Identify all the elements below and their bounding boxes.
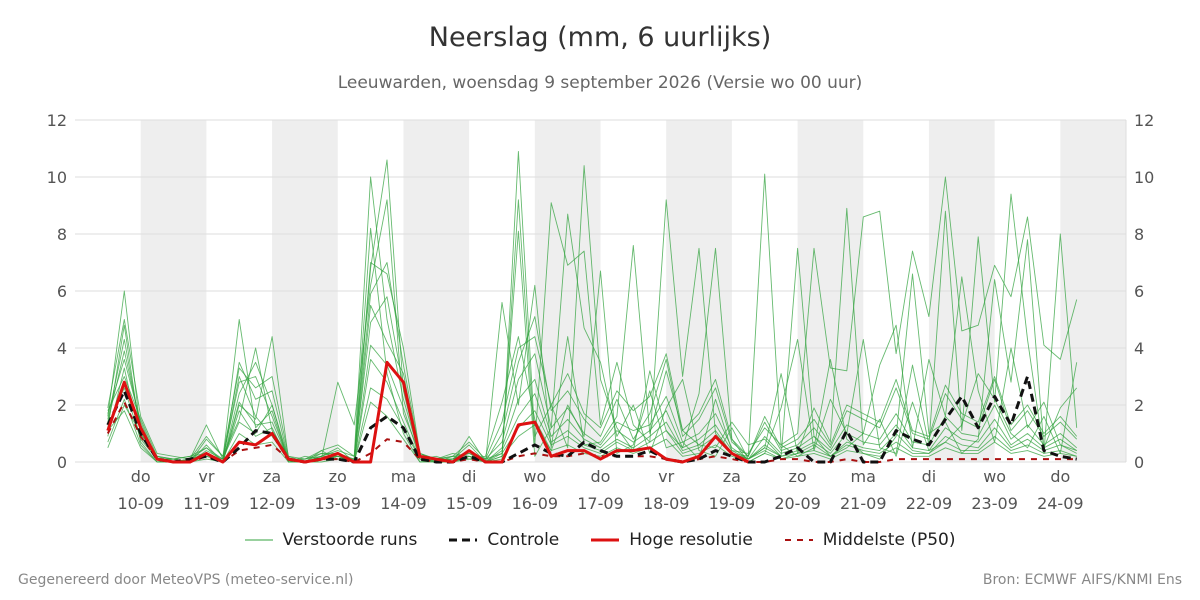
x-tick-day: do [591,467,611,486]
x-tick-day: zo [788,467,806,486]
y-tick-label-left: 10 [47,168,67,187]
y-tick-label-right: 2 [1134,396,1144,415]
legend-item-median[interactable]: Middelste (P50) [784,530,956,550]
ensemble-member-line [107,207,1078,463]
y-tick-label-left: 4 [57,339,67,358]
x-tick-date: 11-09 [183,494,230,513]
x-tick-date: 24-09 [1037,494,1084,513]
legend-label-perturbed: Verstoorde runs [282,530,418,550]
x-tick-day: do [131,467,151,486]
x-tick-date: 19-09 [709,494,756,513]
x-tick-day: di [922,467,937,486]
ensemble-member-line [107,304,1078,463]
legend-swatch-high-res [591,538,620,542]
legend-swatch-median [784,539,813,541]
ensemble-member-line [107,262,1078,460]
legend-label-median: Middelste (P50) [822,530,956,550]
x-tick-day: wo [523,467,546,486]
y-tick-label-left: 0 [57,453,67,472]
x-tick-date: 14-09 [380,494,427,513]
y-tick-label-right: 10 [1134,168,1154,187]
x-tick-date: 20-09 [774,494,821,513]
y-tick-label-left: 8 [57,225,67,244]
x-tick-day: ma [851,467,876,486]
x-tick-date: 17-09 [577,494,624,513]
chart-title: Neerslag (mm, 6 uurlijks) [428,22,772,53]
x-tick-date: 16-09 [512,494,559,513]
y-tick-label-right: 8 [1134,225,1144,244]
legend: Verstoorde runs Controle Hoge resolutie … [0,530,1200,550]
x-tick-date: 18-09 [643,494,690,513]
x-tick-date: 12-09 [249,494,296,513]
legend-label-control: Controle [487,530,560,550]
x-tick-date: 22-09 [906,494,953,513]
ensemble-member-line [107,199,1078,463]
x-tick-date: 23-09 [971,494,1018,513]
x-tick-day: ma [391,467,416,486]
ensemble-member-line [107,344,1077,463]
x-tick-day: zo [329,467,347,486]
legend-item-high-res[interactable]: Hoge resolutie [591,530,753,550]
legend-item-perturbed[interactable]: Verstoorde runs [244,530,418,550]
legend-item-control[interactable]: Controle [449,530,559,550]
gridlines [75,119,1127,463]
y-tick-label-right: 6 [1134,282,1144,301]
control-line [106,375,1077,464]
chart-subtitle: Leeuwarden, woensdag 9 september 2026 (V… [337,73,863,93]
x-tick-day: za [263,467,281,486]
y-tick-label-right: 12 [1134,111,1154,130]
ensemble-member-line [107,387,1077,463]
y-tick-label-left: 2 [57,396,67,415]
ensemble-member-line [107,150,1078,463]
x-tick-day: vr [658,467,674,486]
x-tick-date: 21-09 [840,494,887,513]
y-tick-label-right: 0 [1134,453,1144,472]
x-tick-date: 10-09 [117,494,164,513]
x-tick-date: 13-09 [315,494,362,513]
series-layer [106,150,1078,464]
footer-generator: Gegenereerd door MeteoVPS (meteo-service… [18,572,354,588]
axis-labels: 0 0 2 2 4 4 6 6 8 8 10 10 12 12 do 10-09 vr 11-09 za 12-09 z… [47,111,1155,513]
x-tick-day: vr [198,467,214,486]
y-tick-label-left: 6 [57,282,67,301]
x-tick-day: wo [983,467,1006,486]
footer-source: Bron: ECMWF AIFS/KNMI Ens [982,572,1182,588]
y-tick-label-right: 4 [1134,339,1144,358]
high-res-line [106,360,749,464]
x-tick-day: di [462,467,477,486]
y-tick-label-left: 12 [47,111,67,130]
x-tick-date: 15-09 [446,494,493,513]
x-tick-day: za [723,467,741,486]
legend-swatch-control [449,538,478,542]
legend-swatch-perturbed [244,539,273,541]
x-tick-day: do [1050,467,1070,486]
legend-label-high-res: Hoge resolutie [629,530,753,550]
